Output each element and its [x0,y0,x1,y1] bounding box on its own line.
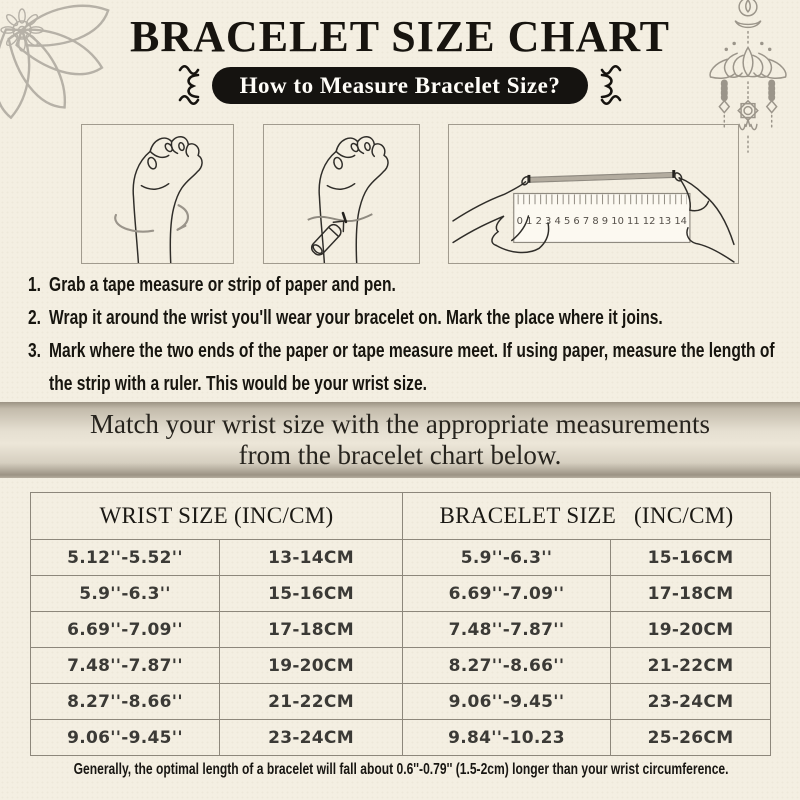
table-row: 8.27''-8.66'' 21-22CM 9.06''-9.45'' 23-2… [30,683,771,720]
lotus-ornament-icon [709,0,787,153]
table-cell: 7.48''-7.87'' [402,611,611,648]
ruler-numbers: 0 1 2 3 4 5 6 7 8 9 10 11 12 13 14 [517,216,687,227]
table-cell: 9.06''-9.45'' [402,683,611,720]
squiggle-left-icon [178,64,199,106]
table-cell: 25-26CM [610,719,771,756]
table-cell: 17-18CM [219,611,403,648]
table-cell: 7.48''-7.87'' [30,647,220,684]
table-cell: 21-22CM [610,647,771,684]
table-row: 6.69''-7.09'' 17-18CM 7.48''-7.87'' 19-2… [30,611,771,648]
step-2: 2. Wrap it around the wrist you'll wear … [28,302,789,335]
pill-banner-row: How to Measure Bracelet Size? [0,64,800,106]
table-cell: 5.12''-5.52'' [30,539,220,576]
table-row: 5.9''-6.3'' 15-16CM 6.69''-7.09'' 17-18C… [30,575,771,612]
table-cell: 15-16CM [219,575,403,612]
table-cell: 15-16CM [610,539,771,576]
banner-line-2: from the bracelet chart below. [238,440,562,470]
step-3-text: Mark where the two ends of the paper or … [49,340,775,395]
page-title: BRACELET SIZE CHART [130,12,670,61]
table-cell: 8.27''-8.66'' [30,683,220,720]
match-size-banner: Match your wrist size with the appropria… [0,402,800,478]
table-cell: 13-14CM [219,539,403,576]
table-cell: 9.84''-10.23 [402,719,611,756]
table-cell: 5.9''-6.3'' [30,575,220,612]
step-1-text: Grab a tape measure or strip of paper an… [49,274,396,296]
step-1-number: 1. [28,274,42,296]
table-header-row: WRIST SIZE (INC/CM) BRACELET SIZE (INC/C… [30,492,771,540]
table-cell: 19-20CM [610,611,771,648]
wrap-wrist-illustration [81,124,234,264]
footer-note: Generally, the optimal length of a brace… [73,761,729,778]
table-cell: 9.06''-9.45'' [30,719,220,756]
instruction-steps: 1. Grab a tape measure or strip of paper… [28,269,789,401]
table-cell: 8.27''-8.66'' [402,647,611,684]
how-to-measure-pill: How to Measure Bracelet Size? [211,66,589,104]
table-cell: 6.69''-7.09'' [30,611,220,648]
ruler-measure-illustration: 0 1 2 3 4 5 6 7 8 9 10 11 12 13 14 [448,124,739,264]
mandala-icon [0,0,115,120]
step-1: 1. Grab a tape measure or strip of paper… [28,269,789,302]
mark-wrist-illustration [263,124,420,264]
wrist-size-header: WRIST SIZE (INC/CM) [30,492,403,540]
table-cell: 6.69''-7.09'' [402,575,611,612]
table-row: 9.06''-9.45'' 23-24CM 9.84''-10.23 25-26… [30,719,771,756]
bracelet-size-header: BRACELET SIZE (INC/CM) [402,492,771,540]
step-2-number: 2. [28,307,42,329]
squiggle-right-icon [601,64,622,106]
table-cell: 19-20CM [219,647,403,684]
table-cell: 23-24CM [219,719,403,756]
table-cell: 5.9''-6.3'' [402,539,611,576]
step-3-number: 3. [28,340,42,362]
step-3: 3. Mark where the two ends of the paper … [28,335,789,401]
table-row: 5.12''-5.52'' 13-14CM 5.9''-6.3'' 15-16C… [30,539,771,576]
banner-line-1: Match your wrist size with the appropria… [89,409,711,439]
table-cell: 17-18CM [610,575,771,612]
table-cell: 21-22CM [219,683,403,720]
step-2-text: Wrap it around the wrist you'll wear you… [49,307,663,329]
size-table: WRIST SIZE (INC/CM) BRACELET SIZE (INC/C… [30,492,771,756]
table-row: 7.48''-7.87'' 19-20CM 8.27''-8.66'' 21-2… [30,647,771,684]
table-cell: 23-24CM [610,683,771,720]
